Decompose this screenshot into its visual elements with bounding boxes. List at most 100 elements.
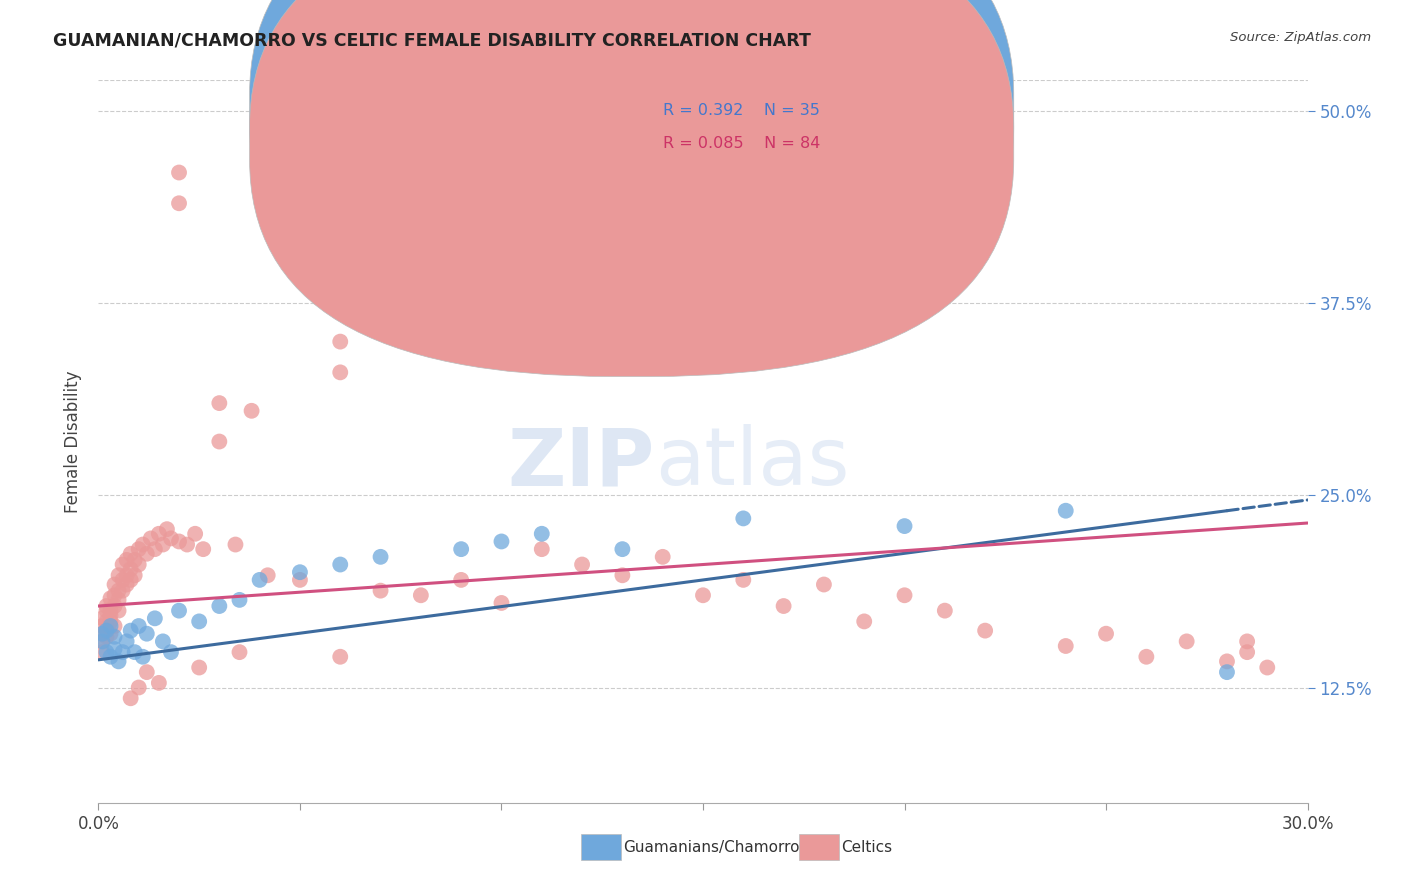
Point (156, 522, 179, 536)
Point (96, 604, 118, 618)
Point (120, 562, 142, 576)
Point (100, 604, 122, 618)
Point (91, 626, 114, 640)
Point (612, 542, 634, 557)
Point (1216, 654, 1239, 668)
Point (893, 519, 915, 533)
Point (100, 591, 122, 606)
Point (96, 615, 118, 629)
Point (1236, 645, 1258, 659)
Point (96, 645, 118, 659)
Point (100, 649, 122, 664)
Text: R = 0.392    N = 35: R = 0.392 N = 35 (664, 103, 820, 118)
Point (111, 583, 134, 598)
Point (530, 542, 553, 557)
Point (208, 396, 231, 410)
Text: R = 0.085    N = 84: R = 0.085 N = 84 (664, 136, 821, 151)
Point (893, 588, 915, 602)
Point (1236, 634, 1258, 648)
Point (167, 604, 190, 618)
Point (91, 634, 114, 648)
Point (124, 553, 146, 567)
Point (1175, 634, 1198, 648)
Point (100, 626, 122, 640)
Point (409, 588, 432, 602)
Point (167, 534, 190, 549)
Point (135, 626, 157, 640)
Point (103, 577, 125, 591)
Point (128, 619, 150, 633)
Point (103, 588, 125, 602)
Point (1135, 649, 1157, 664)
FancyBboxPatch shape (250, 0, 1014, 376)
Point (152, 537, 174, 551)
Point (256, 568, 278, 582)
Text: Celtics: Celtics (841, 840, 891, 855)
Point (100, 619, 122, 633)
Point (115, 577, 138, 591)
Point (132, 537, 155, 551)
Point (124, 645, 146, 659)
Point (208, 599, 231, 613)
Point (103, 619, 125, 633)
Point (329, 334, 352, 349)
Point (224, 537, 246, 551)
Point (1054, 504, 1077, 518)
Text: GUAMANIAN/CHAMORRO VS CELTIC FEMALE DISABILITY CORRELATION CHART: GUAMANIAN/CHAMORRO VS CELTIC FEMALE DISA… (53, 31, 811, 49)
Point (692, 588, 714, 602)
Point (91, 611, 114, 625)
Point (148, 676, 170, 690)
Point (329, 649, 352, 664)
Point (100, 608, 122, 623)
Point (813, 577, 835, 591)
Point (733, 573, 755, 587)
Point (128, 681, 150, 695)
Point (1216, 665, 1239, 680)
Point (91, 619, 114, 633)
Point (107, 593, 129, 607)
Point (107, 583, 129, 598)
Text: Guamanians/Chamorros: Guamanians/Chamorros (623, 840, 807, 855)
Point (491, 596, 513, 610)
Point (96, 599, 118, 613)
Point (148, 526, 170, 541)
Y-axis label: Female Disability: Female Disability (63, 370, 82, 513)
Point (1054, 639, 1077, 653)
Point (651, 549, 673, 564)
Point (103, 630, 125, 644)
Point (120, 573, 142, 587)
Point (103, 599, 125, 613)
Point (772, 599, 794, 613)
Point (120, 624, 142, 638)
Point (100, 615, 122, 629)
Point (733, 511, 755, 525)
Point (167, 165, 190, 179)
Point (208, 434, 231, 449)
Point (111, 573, 134, 587)
Point (240, 404, 263, 418)
Point (120, 691, 142, 706)
Point (450, 573, 472, 587)
Point (152, 634, 174, 648)
Point (111, 558, 134, 572)
Point (228, 593, 250, 607)
Point (228, 645, 250, 659)
Point (188, 660, 211, 674)
Point (450, 542, 472, 557)
Point (329, 365, 352, 379)
Point (107, 654, 129, 668)
Point (370, 549, 392, 564)
Point (103, 642, 125, 657)
Point (193, 542, 215, 557)
Point (96, 622, 118, 636)
Point (91, 626, 114, 640)
Point (167, 196, 190, 211)
Point (120, 547, 142, 561)
Point (288, 565, 311, 579)
Point (571, 558, 593, 572)
Text: atlas: atlas (655, 425, 849, 502)
Text: Source: ZipAtlas.com: Source: ZipAtlas.com (1230, 31, 1371, 45)
Point (115, 553, 138, 567)
Point (135, 665, 157, 680)
Point (530, 526, 553, 541)
